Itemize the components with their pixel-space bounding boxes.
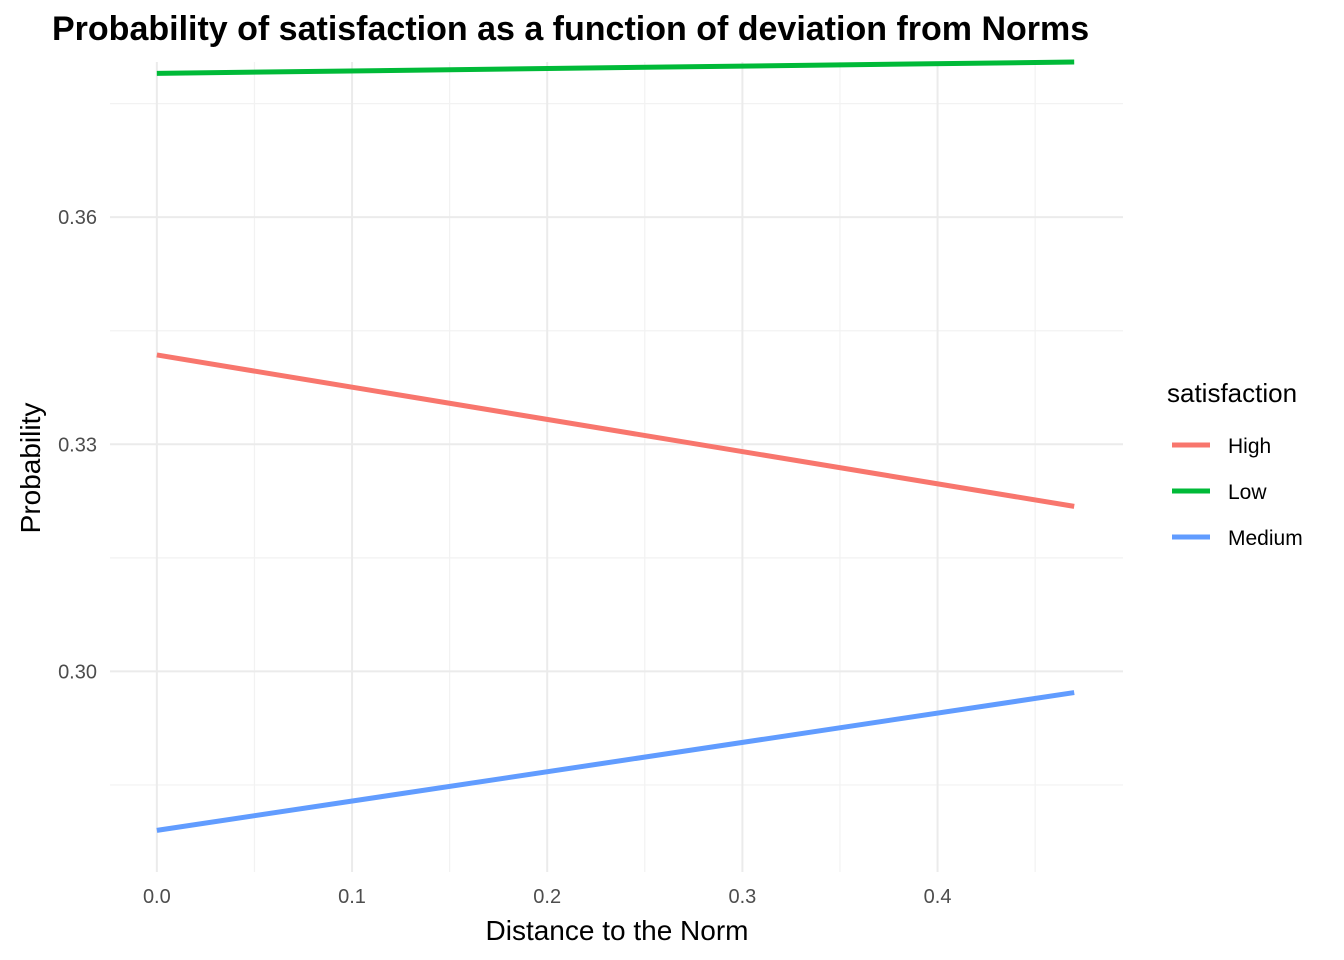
x-tick-label: 0.3 <box>728 886 756 908</box>
series-lines <box>156 59 1075 833</box>
x-tick-label: 0.2 <box>533 886 561 908</box>
y-tick-label: 0.30 <box>58 661 97 683</box>
series-line-medium <box>156 690 1075 833</box>
legend-label-low: Low <box>1228 481 1267 504</box>
legend-title: satisfaction <box>1167 378 1297 408</box>
series-line-high <box>156 352 1075 509</box>
x-axis-tick-labels: 0.0 0.1 0.2 0.3 0.4 <box>143 886 952 908</box>
series-line-low <box>156 59 1075 76</box>
minor-gridlines <box>110 62 1123 872</box>
x-tick-label: 0.0 <box>143 886 171 908</box>
x-tick-label: 0.4 <box>924 886 952 908</box>
x-axis-title: Distance to the Norm <box>486 915 749 946</box>
y-axis-tick-labels: 0.30 0.33 0.36 <box>58 207 97 683</box>
chart-title: Probability of satisfaction as a functio… <box>52 10 1090 48</box>
y-axis-title: Probability <box>15 403 46 534</box>
x-tick-label: 0.1 <box>338 886 366 908</box>
major-gridlines <box>110 62 1123 872</box>
y-tick-label: 0.36 <box>58 207 97 229</box>
legend: satisfaction High Low Medium <box>1167 378 1303 550</box>
y-tick-label: 0.33 <box>58 434 97 456</box>
legend-label-medium: Medium <box>1228 527 1303 550</box>
legend-label-high: High <box>1228 435 1271 458</box>
